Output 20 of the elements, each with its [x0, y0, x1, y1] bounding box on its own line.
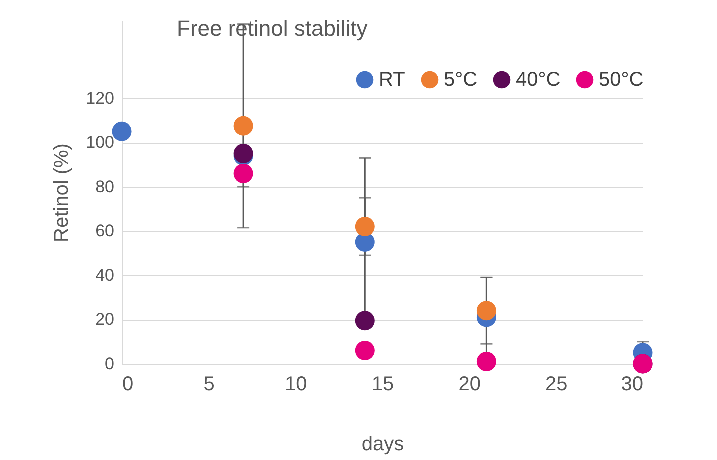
y-tick-label: 120	[86, 88, 114, 108]
y-tick-label: 20	[96, 310, 114, 330]
y-tick-label: 60	[96, 222, 114, 241]
x-tick-label: 5	[204, 374, 215, 396]
x-axis-title: days	[362, 434, 404, 456]
x-tick-label: 30	[621, 374, 644, 396]
x-tick-label: 25	[546, 374, 568, 396]
y-tick-label: 100	[86, 133, 114, 152]
y-tick-label: 40	[96, 266, 114, 285]
legend-label: 50°C	[599, 69, 644, 91]
x-tick-label: 0	[122, 374, 134, 396]
y-tick-label: 0	[105, 354, 114, 374]
x-tick-label: 20	[458, 374, 481, 396]
legend-label: RT	[379, 69, 406, 91]
y-tick-label: 80	[96, 177, 114, 196]
x-tick-label: 15	[372, 374, 394, 396]
legend-label: 5°C	[444, 69, 478, 91]
legend-label: 40°C	[516, 69, 561, 91]
y-axis-title: Retinol (%)	[51, 144, 74, 242]
x-tick-label: 10	[285, 374, 308, 396]
